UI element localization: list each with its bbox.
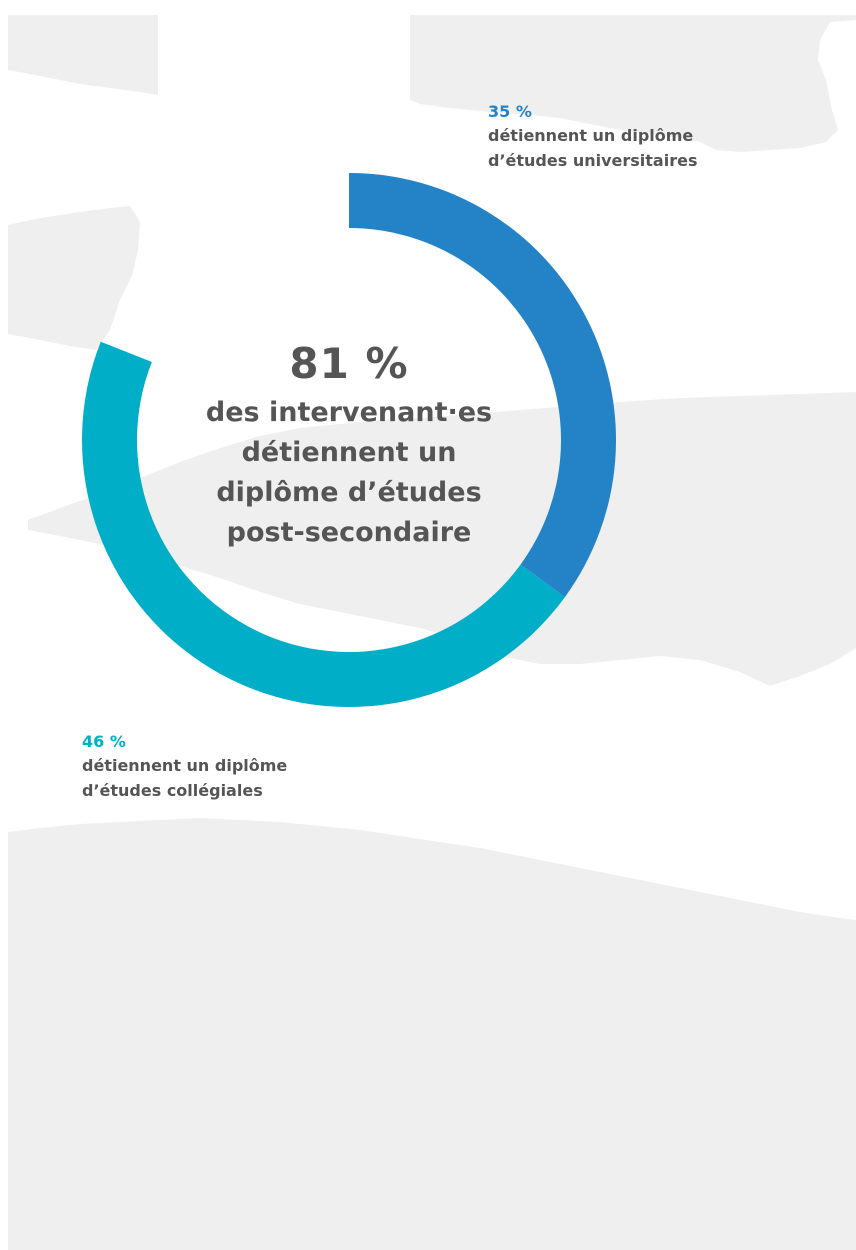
center-total-percent: 81 % xyxy=(289,339,409,388)
university-percent: 35 % xyxy=(488,102,532,121)
background-shape-bottom xyxy=(8,818,856,1250)
background-shape-top-left xyxy=(8,15,158,95)
center-summary: 81 % des intervenant·es détiennent un di… xyxy=(159,335,539,553)
college-text-line-1: détiennent un diplôme xyxy=(82,756,288,775)
college-label: 46 % détiennent un diplôme d’études coll… xyxy=(82,731,402,803)
college-percent: 46 % xyxy=(82,732,126,751)
center-caption-line-4: post-secondaire xyxy=(226,517,472,548)
background-shape-top-right xyxy=(410,15,856,152)
university-label: 35 % détiennent un diplôme d’études univ… xyxy=(488,101,788,173)
background-shape-left xyxy=(8,206,140,350)
background-shape-middle xyxy=(28,392,856,686)
center-caption-line-1: des intervenant·es xyxy=(205,397,493,428)
university-text-line-1: détiennent un diplôme xyxy=(488,126,694,145)
college-text-line-2: d’études collégiales xyxy=(82,781,263,800)
donut-slice-university xyxy=(349,173,616,597)
donut-slice-college xyxy=(82,341,566,707)
center-caption-line-2: détiennent un xyxy=(241,437,457,468)
center-caption-line-3: diplôme d’études xyxy=(216,477,482,508)
university-text-line-2: d’études universitaires xyxy=(488,151,698,170)
